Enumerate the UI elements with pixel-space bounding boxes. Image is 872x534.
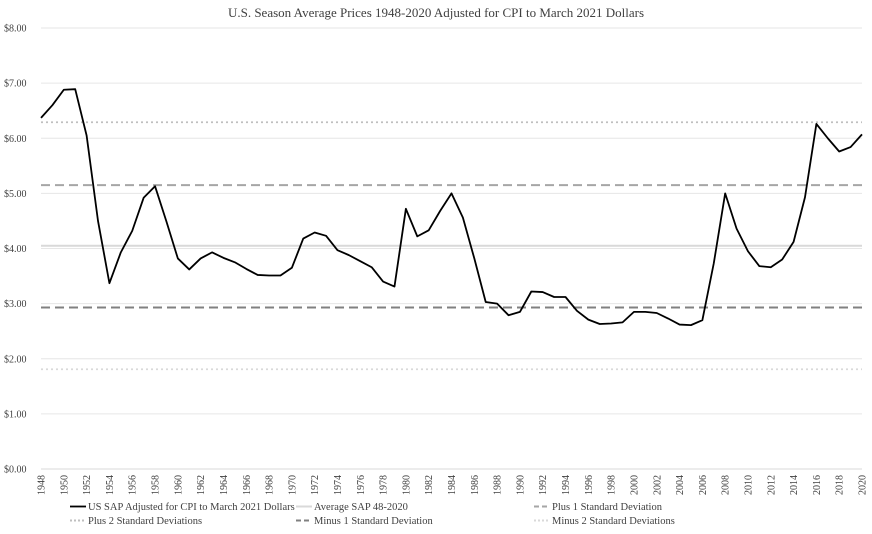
y-tick-label: $8.00 [4,24,27,35]
axis-layer: $0.00 $1.00 $2.00 $3.00 $4.00 $5.00 $6.00 $7.00… [4,24,869,496]
x-tick-label: 1948 [37,475,48,495]
x-tick-label: 1966 [242,475,253,495]
legend-label: US SAP Adjusted for CPI to March 2021 Do… [88,502,295,513]
x-tick-label: 2010 [743,475,754,495]
x-tick-label: 1978 [379,475,390,495]
grid-layer [41,27,862,470]
x-tick-label: 1952 [82,475,93,495]
x-tick-label: 2020 [858,475,869,495]
x-tick-label: 1964 [219,475,230,495]
x-tick-label: 1956 [128,475,139,495]
x-tick-label: 2008 [721,475,732,495]
x-tick-label: 1958 [151,475,162,495]
x-tick-label: 1960 [173,475,184,495]
x-tick-label: 1992 [538,475,549,495]
x-tick-label: 2018 [835,475,846,495]
x-tick-label: 1976 [356,475,367,495]
y-tick-label: $4.00 [4,244,27,255]
legend-label: Minus 2 Standard Deviations [552,516,675,527]
x-tick-label: 1986 [470,475,481,495]
x-tick-label: 1984 [447,475,458,495]
x-tick-label: 1990 [515,475,526,495]
legend-label: Plus 2 Standard Deviations [88,516,202,527]
x-tick-label: 1972 [310,475,321,495]
chart-title: U.S. Season Average Prices 1948-2020 Adj… [228,5,644,20]
x-tick-label: 2006 [698,475,709,495]
series-layer [40,88,863,327]
x-tick-label: 1970 [287,475,298,495]
x-tick-label: 1950 [59,475,70,495]
x-tick-label: 1998 [607,475,618,495]
x-tick-label: 1980 [401,475,412,495]
x-tick-label: 2012 [766,475,777,495]
y-tick-label: $0.00 [4,465,27,476]
legend-item: Plus 2 Standard Deviations [70,516,202,527]
y-tick-label: $2.00 [4,354,27,365]
x-tick-label: 2004 [675,475,686,495]
x-tick-label: 2002 [652,475,663,495]
y-tick-label: $3.00 [4,299,27,310]
legend-item: Minus 2 Standard Deviations [534,516,675,527]
reference-lines [41,121,862,371]
legend-label: Minus 1 Standard Deviation [314,516,433,527]
legend-item: Average SAP 48-2020 [296,502,408,513]
legend: US SAP Adjusted for CPI to March 2021 Do… [70,502,675,527]
x-tick-label: 1974 [333,475,344,495]
x-tick-label: 1996 [584,475,595,495]
y-tick-label: $6.00 [4,134,27,145]
y-tick-label: $5.00 [4,189,27,200]
x-tick-label: 1994 [561,475,572,495]
x-tick-label: 1954 [105,475,116,495]
x-tick-label: 1962 [196,475,207,495]
y-tick-label: $1.00 [4,409,27,420]
y-tick-label: $7.00 [4,79,27,90]
legend-label: Average SAP 48-2020 [314,502,408,513]
x-tick-label: 1968 [265,475,276,495]
price-series-line [40,88,863,327]
legend-item: US SAP Adjusted for CPI to March 2021 Do… [70,502,295,513]
legend-label: Plus 1 Standard Deviation [552,502,663,513]
x-tick-label: 2000 [629,475,640,495]
x-tick-label: 2016 [812,475,823,495]
x-tick-label: 2014 [789,475,800,495]
legend-item: Plus 1 Standard Deviation [534,502,663,513]
x-tick-label: 1988 [493,475,504,495]
x-tick-label: 1982 [424,475,435,495]
legend-item: Minus 1 Standard Deviation [296,516,433,527]
